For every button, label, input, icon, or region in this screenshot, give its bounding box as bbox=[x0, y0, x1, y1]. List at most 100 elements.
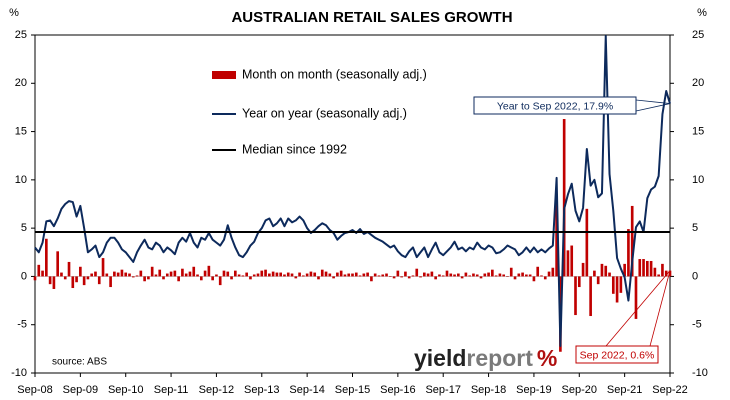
bar bbox=[52, 276, 56, 289]
bar bbox=[600, 263, 604, 277]
bar bbox=[445, 270, 449, 277]
y2-tick-label: 5 bbox=[692, 222, 698, 234]
bar bbox=[596, 276, 600, 285]
bar bbox=[453, 274, 456, 277]
bar bbox=[668, 270, 672, 277]
bar bbox=[385, 273, 388, 277]
bar bbox=[71, 276, 75, 289]
bar bbox=[222, 270, 226, 277]
bar bbox=[199, 276, 203, 281]
bar bbox=[479, 276, 483, 279]
y2-tick-label: 0 bbox=[692, 270, 698, 282]
bar bbox=[154, 274, 158, 277]
bar bbox=[354, 272, 358, 277]
bar bbox=[86, 276, 90, 280]
bar bbox=[400, 276, 403, 278]
x-tick-label: Sep-14 bbox=[289, 384, 324, 396]
bar bbox=[67, 261, 71, 277]
bar bbox=[82, 276, 86, 286]
bar bbox=[441, 275, 445, 277]
bar bbox=[506, 276, 509, 277]
bar bbox=[517, 273, 521, 277]
bar bbox=[260, 270, 264, 277]
bar bbox=[509, 267, 513, 277]
x-tick-label: Sep-11 bbox=[154, 384, 189, 396]
bar bbox=[404, 271, 407, 277]
bar bbox=[279, 272, 283, 277]
bar bbox=[502, 274, 506, 277]
y2-tick-label: 10 bbox=[692, 174, 704, 186]
bar bbox=[313, 272, 317, 277]
y-unit: % bbox=[9, 7, 19, 19]
bar bbox=[464, 272, 468, 277]
bar bbox=[237, 274, 241, 277]
bar bbox=[188, 271, 192, 277]
bar bbox=[585, 208, 589, 277]
bar bbox=[532, 276, 536, 282]
legend-label: Year on year (seasonally adj.) bbox=[242, 106, 407, 120]
bar bbox=[305, 273, 309, 277]
legend-label: Month on month (seasonally adj.) bbox=[242, 67, 427, 81]
bar bbox=[634, 276, 638, 319]
bar bbox=[230, 276, 233, 280]
bar bbox=[249, 276, 252, 280]
bar bbox=[79, 266, 82, 277]
bar bbox=[75, 276, 78, 283]
bar bbox=[173, 270, 177, 277]
bar bbox=[181, 268, 184, 277]
bar bbox=[116, 272, 120, 277]
bar bbox=[139, 270, 143, 277]
bar bbox=[347, 273, 351, 277]
annotation-box bbox=[473, 96, 637, 115]
bar bbox=[547, 271, 551, 277]
bar bbox=[649, 260, 653, 277]
legend-swatch bbox=[212, 71, 236, 79]
bar bbox=[623, 263, 626, 277]
bar bbox=[37, 264, 41, 277]
bar bbox=[169, 271, 173, 277]
bar bbox=[642, 259, 645, 277]
leader-line bbox=[605, 270, 671, 347]
bar bbox=[33, 276, 37, 281]
bar bbox=[358, 275, 362, 277]
bar bbox=[105, 273, 109, 277]
bar bbox=[332, 276, 335, 279]
bar bbox=[343, 274, 347, 277]
bar bbox=[438, 274, 441, 277]
bar bbox=[366, 272, 369, 277]
bar bbox=[657, 274, 660, 277]
bar bbox=[498, 273, 502, 277]
bar bbox=[271, 271, 275, 277]
bar bbox=[124, 272, 128, 277]
bar bbox=[411, 275, 415, 277]
bar bbox=[388, 276, 392, 277]
bar bbox=[593, 270, 596, 277]
bar bbox=[543, 276, 547, 280]
bar bbox=[283, 274, 286, 277]
bar bbox=[615, 276, 619, 303]
bar bbox=[449, 273, 453, 277]
bar bbox=[521, 272, 524, 277]
bar bbox=[226, 271, 230, 277]
y-tick-label: 25 bbox=[15, 29, 27, 41]
bar bbox=[472, 273, 475, 277]
bar bbox=[275, 272, 279, 277]
bar bbox=[422, 272, 426, 277]
bar bbox=[396, 270, 400, 277]
bar bbox=[135, 275, 139, 277]
bar bbox=[320, 269, 324, 277]
x-tick-label: Sep-21 bbox=[607, 384, 642, 396]
bar bbox=[120, 269, 124, 277]
bar bbox=[207, 265, 211, 277]
bar bbox=[525, 274, 528, 277]
bar bbox=[101, 258, 105, 277]
bar bbox=[494, 275, 498, 277]
bar bbox=[540, 275, 543, 277]
annotation-box bbox=[575, 345, 659, 364]
bar bbox=[608, 272, 611, 277]
bar bbox=[63, 276, 67, 280]
bar bbox=[211, 276, 214, 281]
bar bbox=[483, 273, 487, 277]
bar bbox=[475, 274, 479, 277]
bar bbox=[638, 259, 642, 277]
